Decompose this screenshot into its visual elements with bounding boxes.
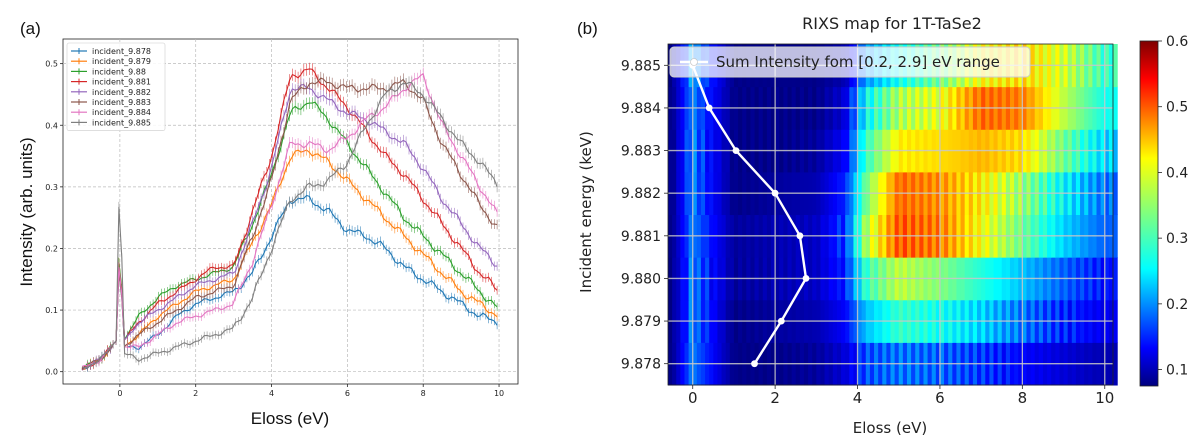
panel-b-x-tick-label: 8 xyxy=(1018,389,1028,407)
panel-a-x-tick-label: 2 xyxy=(193,389,198,398)
panel-a-y-tick-label: 0.2 xyxy=(45,244,58,253)
panel-b-overlay-point xyxy=(705,104,713,112)
panel-b-grid xyxy=(668,44,1113,385)
panel-b-plot-frame xyxy=(667,43,1114,386)
panel-a-x-tick-label: 8 xyxy=(421,389,426,398)
panel-a-legend-entry: incident_9.884 xyxy=(92,108,151,117)
panel-b-heatmap-cell xyxy=(1113,342,1118,386)
panel-b-legend-marker xyxy=(690,58,698,66)
panel-a-y-tick-label: 0.3 xyxy=(45,183,58,192)
panel-a-series-line-incident_9.88 xyxy=(81,101,498,370)
panel-a-y-axis-label: Intensity (arb. units) xyxy=(17,137,36,286)
panel-b-overlay-point xyxy=(771,189,779,197)
panel-a-y-tick-label: 0.1 xyxy=(45,306,58,315)
panel-a-y-tick-label: 0.5 xyxy=(45,60,58,69)
panel-a-series-line-incident_9.883 xyxy=(81,77,498,370)
panel-b-title: RIXS map for 1T-TaSe2 xyxy=(802,14,982,33)
panel-a-series-line-incident_9.885 xyxy=(81,81,498,369)
panel-b-x-tick-label: 0 xyxy=(688,389,698,407)
colorbar xyxy=(1139,40,1159,387)
panel-a-x-axis-label: Eloss (eV) xyxy=(251,409,329,428)
panel-b-heatmap-cell xyxy=(1113,44,1118,88)
panel-b-heatmap-cell xyxy=(1113,171,1118,216)
panel-a-legend: incident_9.878incident_9.879incident_9.8… xyxy=(66,42,166,131)
panel-b-legend-text: Sum Intensity fom [0.2, 2.9] eV range xyxy=(716,53,1000,71)
panel-a-x-tick-label: 6 xyxy=(345,389,350,398)
panel-b-heatmap-cell xyxy=(1113,257,1118,301)
panel-b-y-tick-label: 9.879 xyxy=(621,314,661,330)
panel-b-y-tick-label: 9.883 xyxy=(621,144,661,160)
panel-b-y-tick-label: 9.882 xyxy=(621,186,661,202)
panel-b-overlay-point xyxy=(802,275,810,282)
panel-b-x-axis-label: Eloss (eV) xyxy=(853,419,927,437)
colorbar-tick-label: 0.2 xyxy=(1166,297,1188,313)
panel-b-y-tick-label: 9.881 xyxy=(621,229,661,245)
panel-b-x-tick-label: 6 xyxy=(935,389,945,407)
colorbar-tick-label: 0.3 xyxy=(1166,231,1188,247)
panel-b-heatmap-cell xyxy=(1113,299,1118,343)
panel-a-label: (a) xyxy=(20,19,41,38)
panel-b-y-tick-label: 9.878 xyxy=(621,357,661,373)
panel-a-legend-box xyxy=(66,42,166,131)
panel-a-legend-entry: incident_9.88 xyxy=(92,67,146,76)
panel-a-series-line-incident_9.884 xyxy=(81,72,498,367)
panel-a-x-tick-label: 0 xyxy=(117,389,122,398)
panel-a-legend-entry: incident_9.881 xyxy=(92,78,151,87)
panel-a-legend-entry: incident_9.883 xyxy=(92,98,151,107)
panel-b-ticks: 0 2 4 6 8 10 9.878 9.879 9.880 9.881 9.882 9.883 9.8… xyxy=(621,58,1114,407)
panel-a-legend-entry: incident_9.878 xyxy=(92,47,151,56)
panel-a-series-line-incident_9.879 xyxy=(81,149,498,371)
panel-a-x-tick-label: 4 xyxy=(269,389,274,398)
panel-a-series-line-incident_9.882 xyxy=(81,84,498,371)
panel-a-y-tick-label: 0.0 xyxy=(45,368,58,377)
panel-a-series-line-incident_9.881 xyxy=(81,68,498,369)
panel-a-x-tick-label: 10 xyxy=(494,389,504,398)
panel-b-y-tick-label: 9.880 xyxy=(621,271,661,287)
panel-b-label: (b) xyxy=(577,19,598,38)
colorbar-tick-label: 0.6 xyxy=(1166,34,1188,50)
panel-b-legend-box xyxy=(669,46,1031,78)
panel-b-y-tick-label: 9.885 xyxy=(621,58,661,74)
panel-a-legend-entry: incident_9.879 xyxy=(92,57,151,66)
panel-b-x-tick-label: 10 xyxy=(1095,389,1114,407)
colorbar-tick-label: 0.4 xyxy=(1166,165,1188,181)
panel-b-heatmap-cell xyxy=(1113,86,1118,130)
panel-b-heatmap xyxy=(668,44,1118,386)
colorbar-tick-label: 0.5 xyxy=(1166,100,1188,116)
panel-b-overlay-point xyxy=(796,232,804,240)
panel-b-overlay-point xyxy=(751,360,758,368)
panel-a-ticks: 0 2 4 6 8 10 0.0 0.1 0.2 0.3 0.4 0.5 xyxy=(45,60,504,398)
panel-b-x-tick-label: 2 xyxy=(770,389,780,407)
colorbar-ticks: 0.1 0.2 0.3 0.4 0.5 0.6 xyxy=(1158,34,1188,379)
panel-a-y-tick-label: 0.4 xyxy=(45,121,58,130)
panel-b-overlay-point xyxy=(732,147,740,155)
panel-b-overlay-path xyxy=(691,64,808,365)
panel-b-heatmap-cell xyxy=(1113,214,1118,258)
panel-a-legend-entry: incident_9.882 xyxy=(92,88,151,97)
panel-a-legend-entry: incident_9.885 xyxy=(92,118,151,127)
panel-b-heatmap-cell xyxy=(1113,129,1118,173)
panel-a-series-group xyxy=(81,62,498,372)
panel-b-y-axis-label: Incident energy (keV) xyxy=(577,131,595,293)
colorbar-tick-label: 0.1 xyxy=(1166,363,1188,379)
panel-b: (b) RIXS map for 1T-TaSe2 0 2 4 6 8 10 9.878 9.… xyxy=(577,14,1188,437)
panel-b-x-tick-label: 4 xyxy=(853,389,863,407)
panel-b-overlay-point xyxy=(777,317,785,325)
panel-b-legend: Sum Intensity fom [0.2, 2.9] eV range xyxy=(669,46,1031,78)
panel-a: (a) 0 2 4 6 8 10 0.0 0.1 0.2 0.3 0.4 0.5 incident_9… xyxy=(17,19,519,428)
panel-b-y-tick-label: 9.884 xyxy=(621,101,661,117)
